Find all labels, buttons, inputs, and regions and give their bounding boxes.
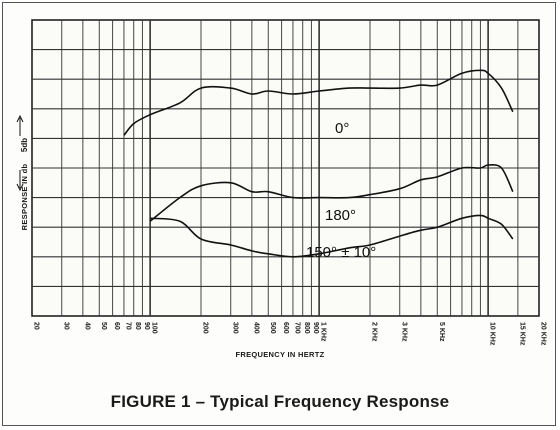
x-tick-label: 300: [231, 322, 238, 334]
x-tick-label: 40: [83, 322, 90, 330]
x-tick-label: 700: [293, 322, 300, 334]
x-tick-label: 20: [33, 322, 40, 330]
curve-label-0: 0°: [335, 120, 349, 137]
series-line-2: [150, 214, 514, 258]
x-tick-label: 2 KHz: [371, 322, 378, 342]
x-tick-label: 600: [282, 322, 289, 334]
x-tick-label: 30: [62, 322, 69, 330]
x-tick-label: 900: [312, 322, 319, 334]
x-tick-label: 80: [134, 322, 141, 330]
x-tick-label: 60: [113, 322, 120, 330]
figure-caption: FIGURE 1 – Typical Frequency Response: [110, 392, 450, 411]
x-tick-label: 20 KHz: [540, 322, 547, 346]
x-tick-label: 3 KHz: [400, 322, 407, 342]
x-tick-label: 500: [269, 322, 276, 334]
x-tick-label: 15 KHz: [518, 322, 525, 346]
series-line-1: [149, 163, 514, 222]
curve-label-1: 180°: [325, 207, 356, 224]
x-tick-label: 400: [252, 322, 259, 334]
x-axis-label: FREQUENCY IN HERTZ: [235, 350, 325, 359]
x-tick-label: 800: [303, 322, 310, 334]
scale-marker-arrowhead-down: [16, 183, 24, 192]
curve-label-2: 150° ± 10°: [306, 244, 376, 261]
x-tick-label: 70: [124, 322, 131, 330]
x-tick-label: 50: [100, 322, 107, 330]
series-line-0: [123, 69, 514, 136]
y-axis-label: RESPONSE IN db: [20, 163, 29, 231]
x-tick-label: 5 KHz: [438, 322, 445, 342]
scale-marker-arrowhead-up: [16, 114, 24, 123]
x-tick-label: 100: [151, 322, 158, 334]
x-tick-label: 1 KHz: [320, 322, 327, 342]
x-tick-label: 10 KHz: [489, 322, 496, 346]
x-tick-label: 90: [143, 322, 150, 330]
x-tick-label: 200: [202, 322, 209, 334]
